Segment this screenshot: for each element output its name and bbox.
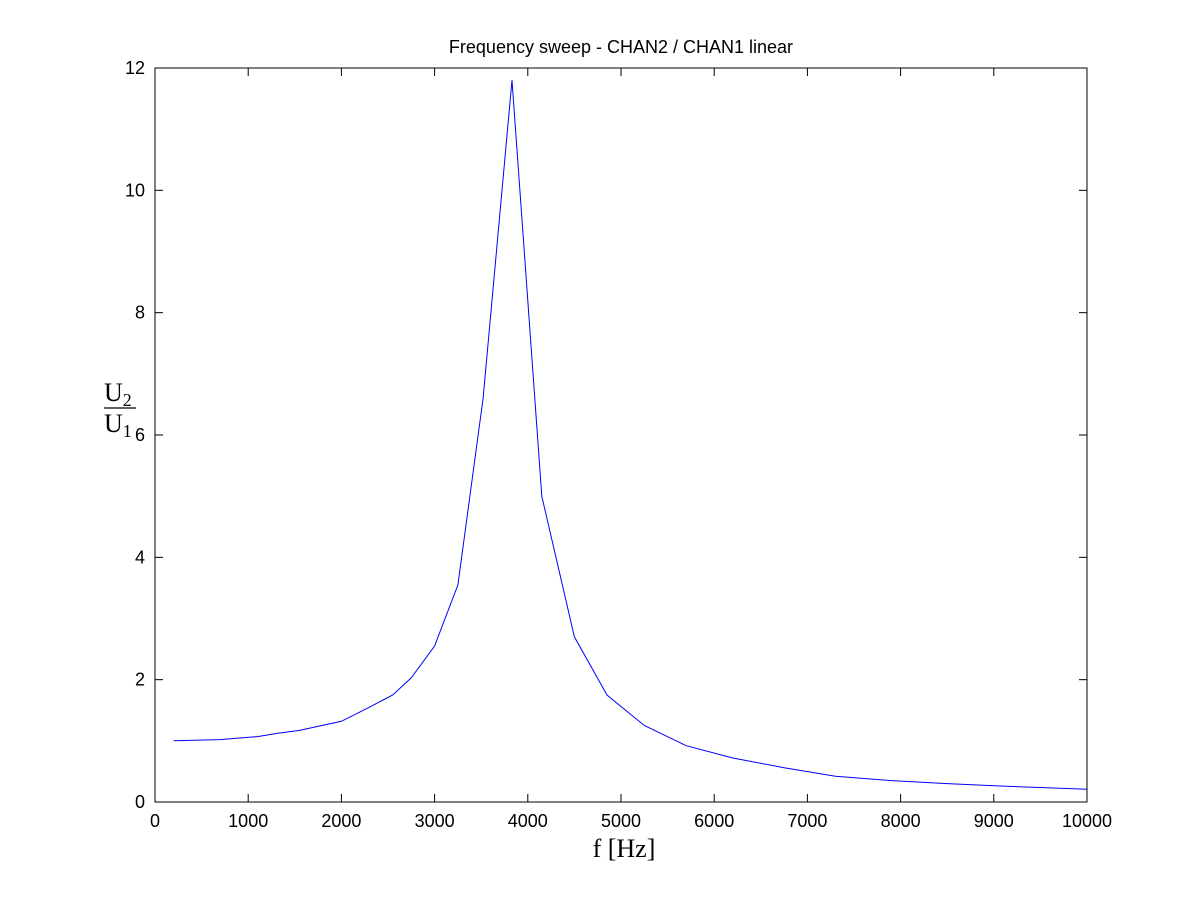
- x-tick-label: 10000: [1062, 811, 1112, 831]
- y-tick-label: 4: [135, 547, 145, 567]
- chart-title: Frequency sweep - CHAN2 / CHAN1 linear: [449, 37, 793, 57]
- x-tick-label: 7000: [787, 811, 827, 831]
- x-axis-label: f [Hz]: [593, 834, 656, 863]
- y-label-numerator: U2: [104, 378, 132, 410]
- y-tick-label: 10: [125, 180, 145, 200]
- y-tick-label: 0: [135, 792, 145, 812]
- x-tick-label: 4000: [508, 811, 548, 831]
- y-label-denominator: U1: [104, 409, 132, 441]
- x-tick-label: 2000: [321, 811, 361, 831]
- x-tick-label: 5000: [601, 811, 641, 831]
- plot-background: [155, 68, 1087, 802]
- plot-frame: [154, 67, 1088, 803]
- x-tick-label: 6000: [694, 811, 734, 831]
- x-tick-label: 1000: [228, 811, 268, 831]
- x-tick-label: 0: [150, 811, 160, 831]
- y-tick-label: 12: [125, 58, 145, 78]
- y-axis-label: U2 U1: [104, 378, 136, 441]
- x-tick-label: 8000: [881, 811, 921, 831]
- y-tick-label: 8: [135, 303, 145, 323]
- x-axis-ticks: 0 1000 2000 3000 4000 5000 6000 7000 8000 9000 100…: [150, 68, 1112, 831]
- y-tick-label: 6: [135, 425, 145, 445]
- series-line: [173, 80, 1088, 790]
- y-tick-label: 2: [135, 670, 145, 690]
- x-tick-label: 3000: [415, 811, 455, 831]
- x-tick-label: 9000: [974, 811, 1014, 831]
- y-axis-ticks: 0 2 4 6 8 10 12: [125, 58, 1087, 812]
